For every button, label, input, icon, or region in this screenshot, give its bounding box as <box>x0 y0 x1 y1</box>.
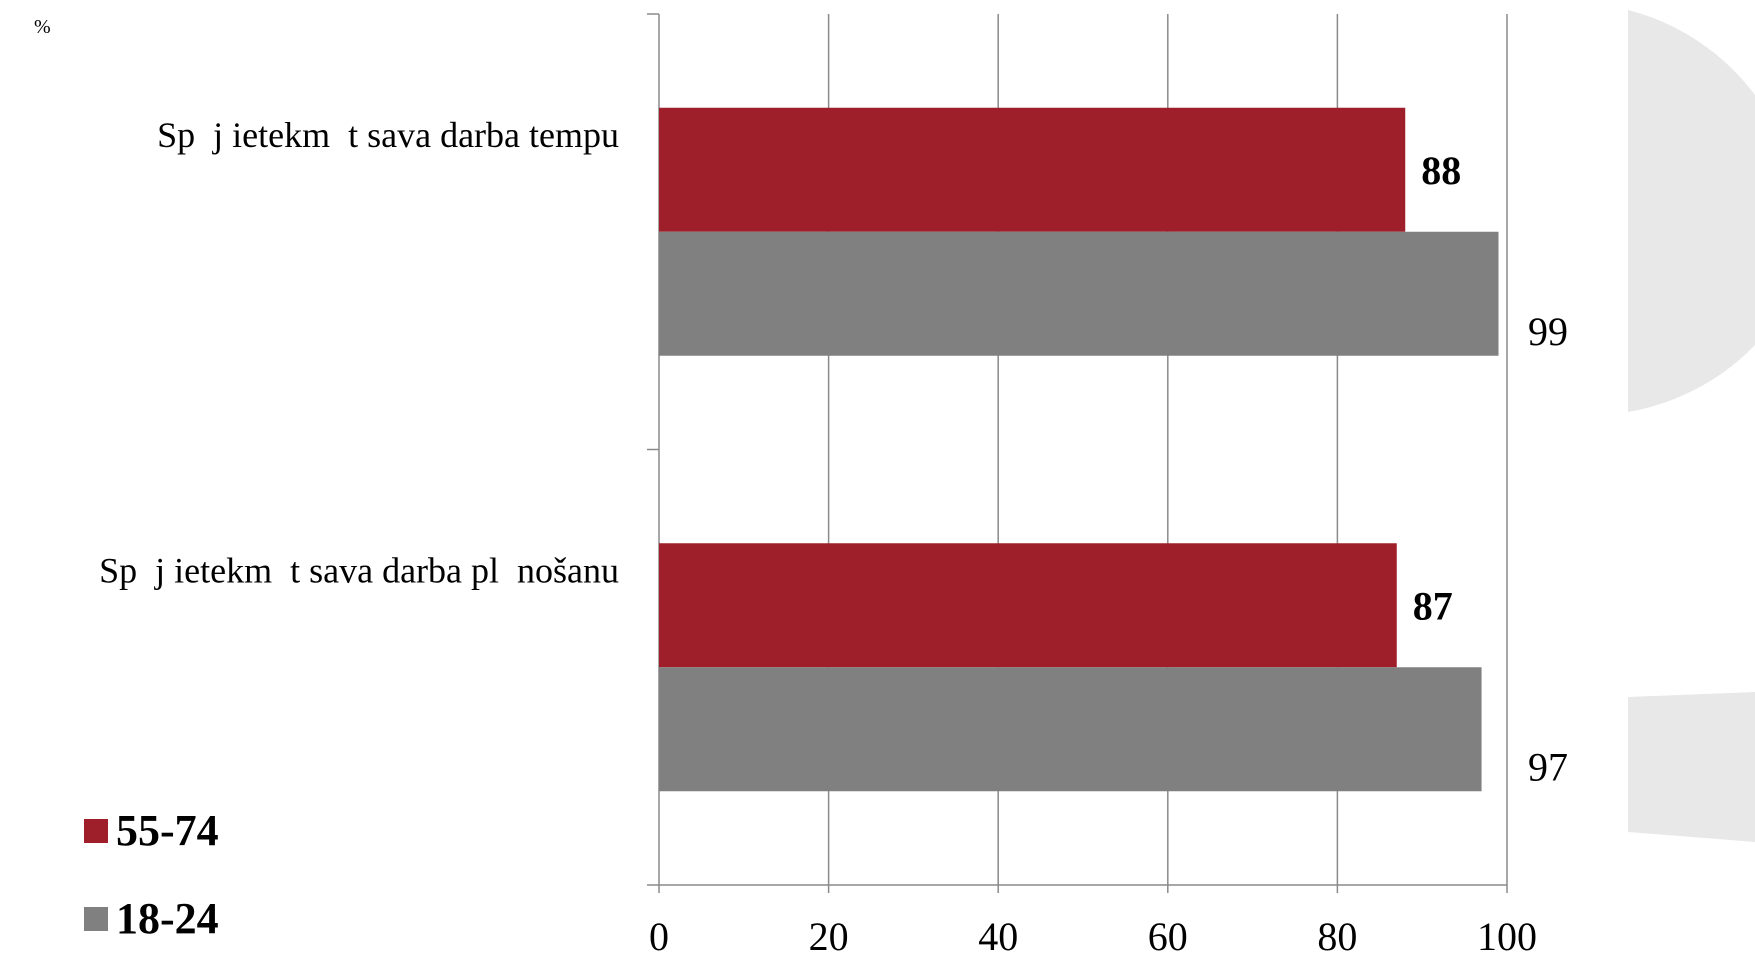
x-tick-labels: 0 20 40 60 80 100 <box>649 914 1537 959</box>
decor-shape-bottom <box>1628 692 1755 842</box>
legend: 55-74 18-24 <box>84 808 219 942</box>
bar-55-74-2 <box>659 543 1397 668</box>
data-label-18-24-2: 97 <box>1528 744 1568 789</box>
data-labels: 88 99 87 97 <box>1413 148 1568 790</box>
bars <box>659 107 1499 792</box>
category-labels: Sp j ietekm t sava darba tempu Sp j ietek… <box>99 115 619 591</box>
data-label-55-74-1: 88 <box>1421 148 1461 193</box>
x-tick-label: 60 <box>1148 914 1188 954</box>
legend-label-55-74: 55-74 <box>116 806 219 855</box>
decor-shape-top <box>1628 10 1755 412</box>
x-tick-label: 80 <box>1317 914 1357 954</box>
legend-item-55-74: 55-74 <box>84 808 219 854</box>
bar-55-74-1 <box>659 107 1406 232</box>
legend-swatch-18-24 <box>84 907 108 931</box>
category-label-1: Sp j ietekm t sava darba tempu <box>157 115 619 155</box>
unit-label: % <box>34 16 51 38</box>
background-decor <box>1628 10 1755 842</box>
x-tick-label: 40 <box>978 914 1018 954</box>
data-label-55-74-2: 87 <box>1413 583 1453 628</box>
x-tick-label: 100 <box>1477 914 1537 954</box>
x-tick-label: 20 <box>809 914 849 954</box>
category-label-2: Sp j ietekm t sava darba pl nošanu <box>99 550 619 590</box>
legend-label-18-24: 18-24 <box>116 894 219 943</box>
legend-item-18-24: 18-24 <box>84 896 219 942</box>
bar-18-24-1 <box>659 231 1499 356</box>
data-label-18-24-1: 99 <box>1528 309 1568 354</box>
legend-swatch-55-74 <box>84 819 108 843</box>
bar-18-24-2 <box>659 667 1482 792</box>
x-tick-label: 0 <box>649 914 669 954</box>
